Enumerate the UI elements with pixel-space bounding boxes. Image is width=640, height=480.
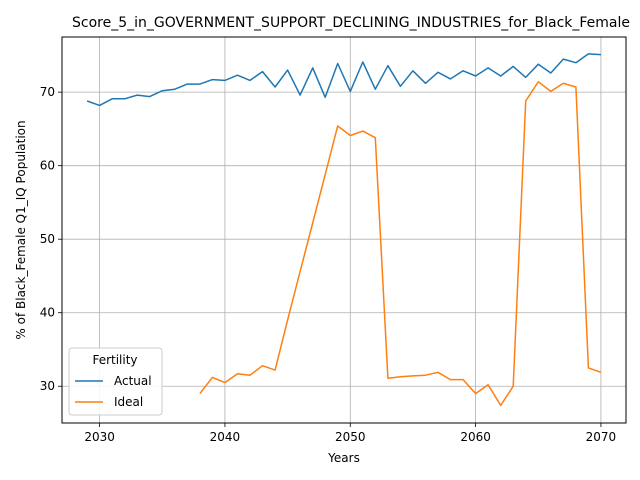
y-tick-label: 60 [40, 159, 55, 173]
x-tick-label: 2030 [84, 430, 115, 444]
chart-title: Score_5_in_GOVERNMENT_SUPPORT_DECLINING_… [72, 15, 630, 31]
y-tick-label: 40 [40, 306, 55, 320]
x-tick-label: 2070 [586, 430, 617, 444]
x-axis-label: Years [327, 451, 360, 465]
series-line-ideal [199, 81, 602, 407]
series-layer [86, 53, 602, 407]
y-axis-label: % of Black_Female Q1_IQ Population [14, 120, 28, 339]
y-axis: 30 40 50 60 70 [40, 85, 62, 393]
legend-label-ideal: Ideal [114, 395, 143, 409]
plot-frame [61, 36, 627, 424]
series-line-actual [86, 53, 601, 107]
legend: Fertility Actual Ideal [68, 347, 163, 416]
y-tick-label: 70 [40, 85, 55, 99]
legend-box [68, 347, 163, 416]
x-tick-label: 2050 [335, 430, 366, 444]
legend-title: Fertility [92, 353, 137, 367]
y-tick-label: 30 [40, 379, 55, 393]
x-tick-label: 2040 [210, 430, 241, 444]
y-tick-label: 50 [40, 232, 55, 246]
x-tick-label: 2060 [460, 430, 491, 444]
legend-label-actual: Actual [114, 374, 152, 388]
x-axis: 2030 2040 2050 2060 2070 [84, 423, 616, 444]
